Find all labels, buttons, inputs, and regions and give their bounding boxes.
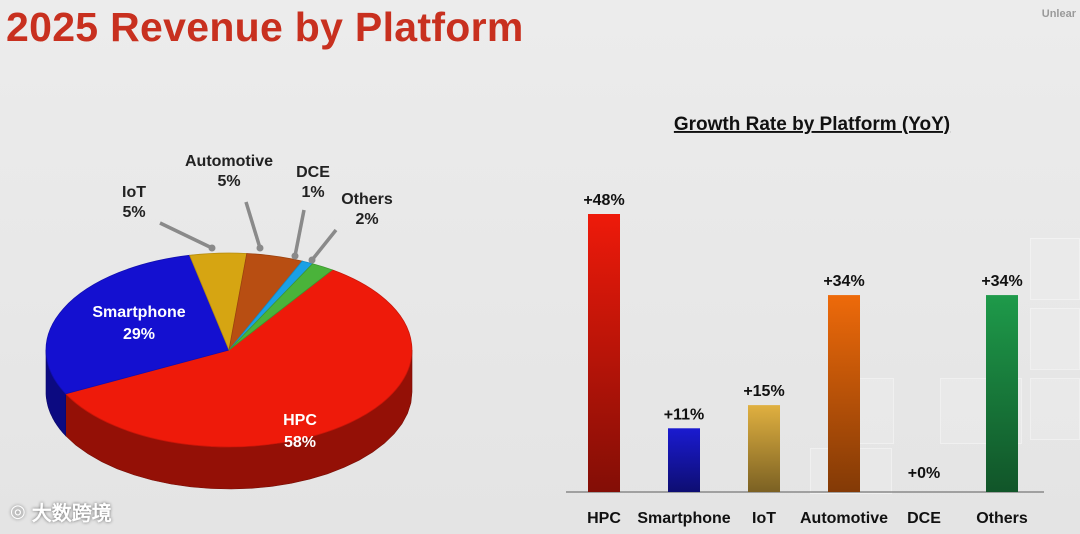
pie-label-iot: IoT: [122, 184, 146, 201]
bar-value-label-smartphone: +11%: [664, 406, 704, 423]
watermark-logo-icon: ◎: [10, 501, 26, 521]
pie-slice-smartphone: [45, 254, 230, 395]
pie-label-smartphone: Smartphone: [92, 304, 185, 321]
pie-label-automotive: Automotive: [185, 153, 273, 170]
pie-leader-dot-iot: [208, 244, 216, 252]
bar-smartphone: [668, 428, 700, 492]
bar-value-label-automotive: +34%: [823, 273, 864, 290]
growth-bar-chart: Growth Rate by Platform (YoY) +48% HPC +11…: [566, 114, 1044, 527]
bar-value-label-others: +34%: [981, 273, 1022, 290]
pie-value-dce: 1%: [301, 184, 324, 201]
pie-leader-dce: [293, 209, 306, 257]
pie-label-others: Others: [341, 191, 393, 208]
corner-logo-text: Unlear: [1041, 8, 1076, 20]
background-square: [1030, 238, 1080, 300]
pie-leader-dot-others: [308, 256, 316, 264]
pie-leader-dot-automotive: [256, 244, 264, 252]
bar-hpc: [588, 214, 620, 492]
bar-chart-title: Growth Rate by Platform (YoY): [674, 114, 950, 135]
bar-value-label-hpc: +48%: [583, 192, 624, 209]
pie-value-hpc: 58%: [284, 434, 316, 451]
pie-slice-others: [228, 263, 334, 351]
bar-category-label-automotive: Automotive: [800, 510, 888, 527]
pie-value-smartphone: 29%: [123, 326, 155, 343]
bar-category-label-smartphone: Smartphone: [637, 510, 730, 527]
bar-automotive: [828, 295, 860, 492]
bar-category-label-iot: IoT: [752, 510, 776, 527]
bar-iot: [748, 405, 780, 492]
pie-leader-others: [310, 228, 338, 262]
pie-slice-hpc: [64, 269, 413, 448]
background-square: [1030, 308, 1080, 370]
bar-category-label-dce: DCE: [907, 510, 941, 527]
bar-category-label-hpc: HPC: [587, 510, 621, 527]
pie-leader-iot: [159, 221, 213, 250]
bar-value-label-dce: +0%: [908, 465, 940, 482]
page-title: 2025 Revenue by Platform: [6, 4, 524, 50]
bar-category-label-others: Others: [976, 510, 1028, 527]
revenue-pie-chart: HPC 58% Smartphone 29% IoT 5% Automotive 5% DCE 1…: [45, 153, 413, 490]
bar-value-label-iot: +15%: [743, 383, 784, 400]
watermark: ◎ 大数跨境: [10, 497, 112, 526]
bar-others: [986, 295, 1018, 492]
pie-label-hpc: HPC: [283, 412, 317, 429]
pie-label-dce: DCE: [296, 164, 330, 181]
pie-leader-dot-dce: [291, 252, 299, 260]
pie-value-others: 2%: [355, 211, 378, 228]
background-square: [1030, 378, 1080, 440]
pie-value-automotive: 5%: [217, 173, 240, 190]
pie-leader-automotive: [244, 201, 262, 249]
pie-value-iot: 5%: [122, 204, 145, 221]
watermark-text: 大数跨境: [31, 503, 112, 525]
